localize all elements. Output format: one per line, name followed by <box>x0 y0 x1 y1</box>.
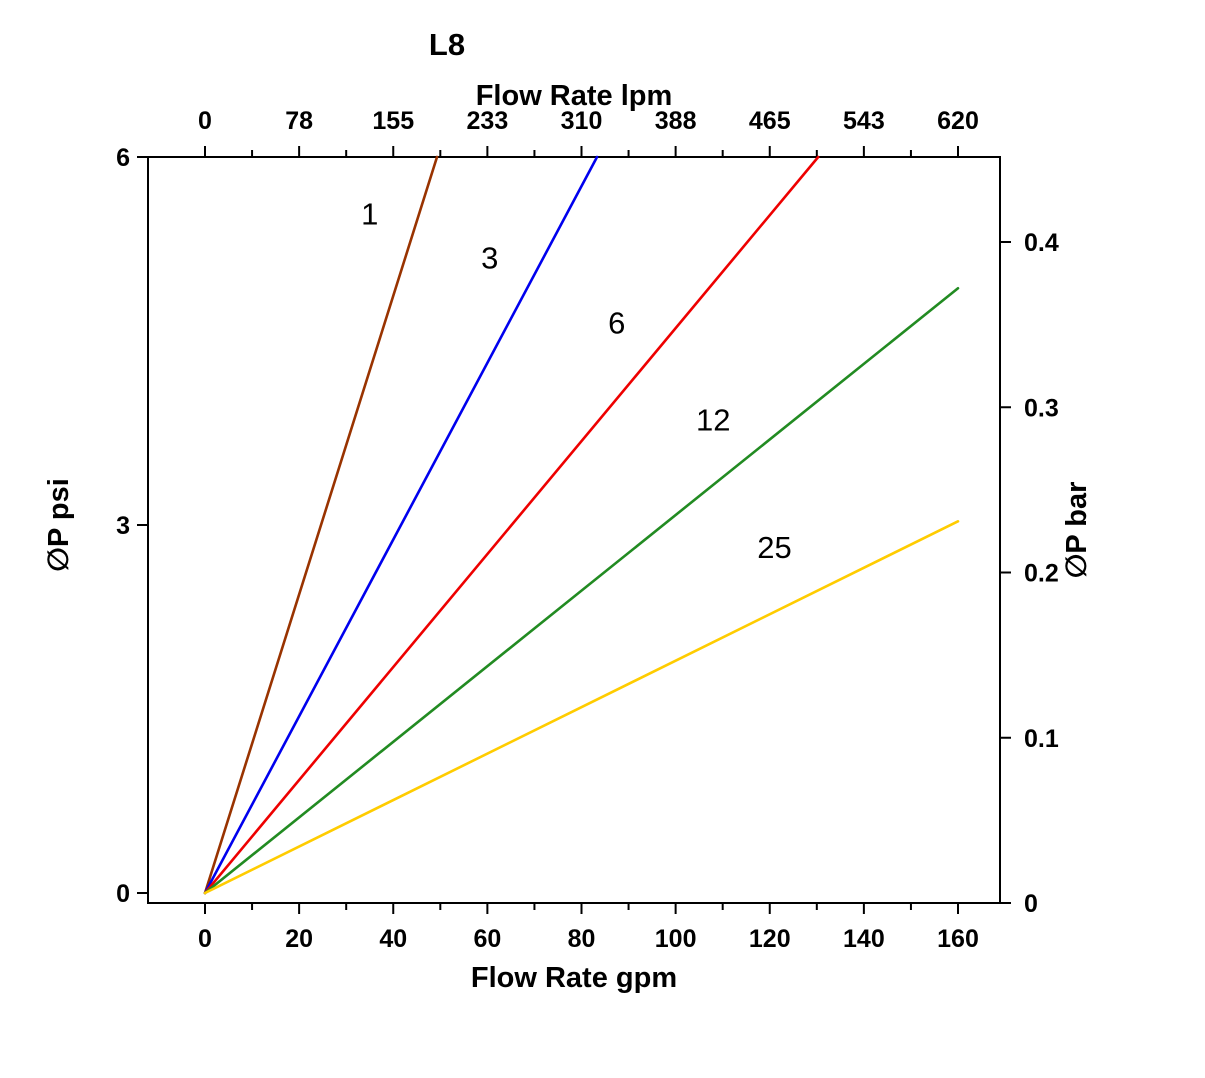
series-line-6 <box>203 155 820 895</box>
series-label-25: 25 <box>757 530 791 565</box>
top-axis-tick-label: 78 <box>285 107 313 135</box>
x-axis-tick-label: 20 <box>285 925 313 953</box>
x-axis-tick-label: 60 <box>473 925 501 953</box>
x-axis-tick-label: 100 <box>655 925 697 953</box>
top-axis-tick-label: 620 <box>937 107 979 135</box>
series-line-3 <box>203 155 599 895</box>
chart-title: L8 <box>429 27 465 62</box>
y-axis-right-tick-label: 0 <box>1024 890 1038 918</box>
series-label-1: 1 <box>361 196 378 231</box>
top-axis-tick-label: 0 <box>198 107 212 135</box>
top-axis-tick-label: 233 <box>467 107 509 135</box>
x-axis-tick-label: 140 <box>843 925 885 953</box>
top-axis-tick-label: 155 <box>372 107 414 135</box>
x-axis-tick-label: 0 <box>198 925 212 953</box>
y-axis-title-right: ∅P bar <box>1061 482 1093 579</box>
y-axis-left-tick-label: 3 <box>116 512 130 540</box>
series-label-12: 12 <box>696 403 730 438</box>
series-line-1 <box>203 155 439 895</box>
y-axis-right-tick-label: 0.2 <box>1024 560 1059 588</box>
y-axis-right-tick-label: 0.4 <box>1024 229 1059 257</box>
y-axis-right-tick-label: 0.1 <box>1024 725 1059 753</box>
x-axis-title-bottom: Flow Rate gpm <box>471 962 677 994</box>
top-axis-tick-label: 388 <box>655 107 697 135</box>
top-axis-tick-label: 310 <box>561 107 603 135</box>
x-axis-title-top: Flow Rate lpm <box>476 80 673 112</box>
x-axis-tick-label: 80 <box>568 925 596 953</box>
x-axis-tick-label: 120 <box>749 925 791 953</box>
series-label-3: 3 <box>481 241 498 276</box>
series-line-25 <box>203 520 960 895</box>
y-axis-left-tick-label: 0 <box>116 880 130 908</box>
y-axis-title-left: ∅P psi <box>43 478 75 572</box>
series-line-12 <box>203 286 960 895</box>
y-axis-right-tick-label: 0.3 <box>1024 394 1059 422</box>
plot-border <box>147 156 1001 904</box>
top-axis-tick-label: 543 <box>843 107 885 135</box>
top-axis-tick-label: 465 <box>749 107 791 135</box>
y-axis-left-tick-label: 6 <box>116 144 130 172</box>
series-label-6: 6 <box>608 306 625 341</box>
x-axis-tick-label: 160 <box>937 925 979 953</box>
x-axis-tick-label: 40 <box>379 925 407 953</box>
